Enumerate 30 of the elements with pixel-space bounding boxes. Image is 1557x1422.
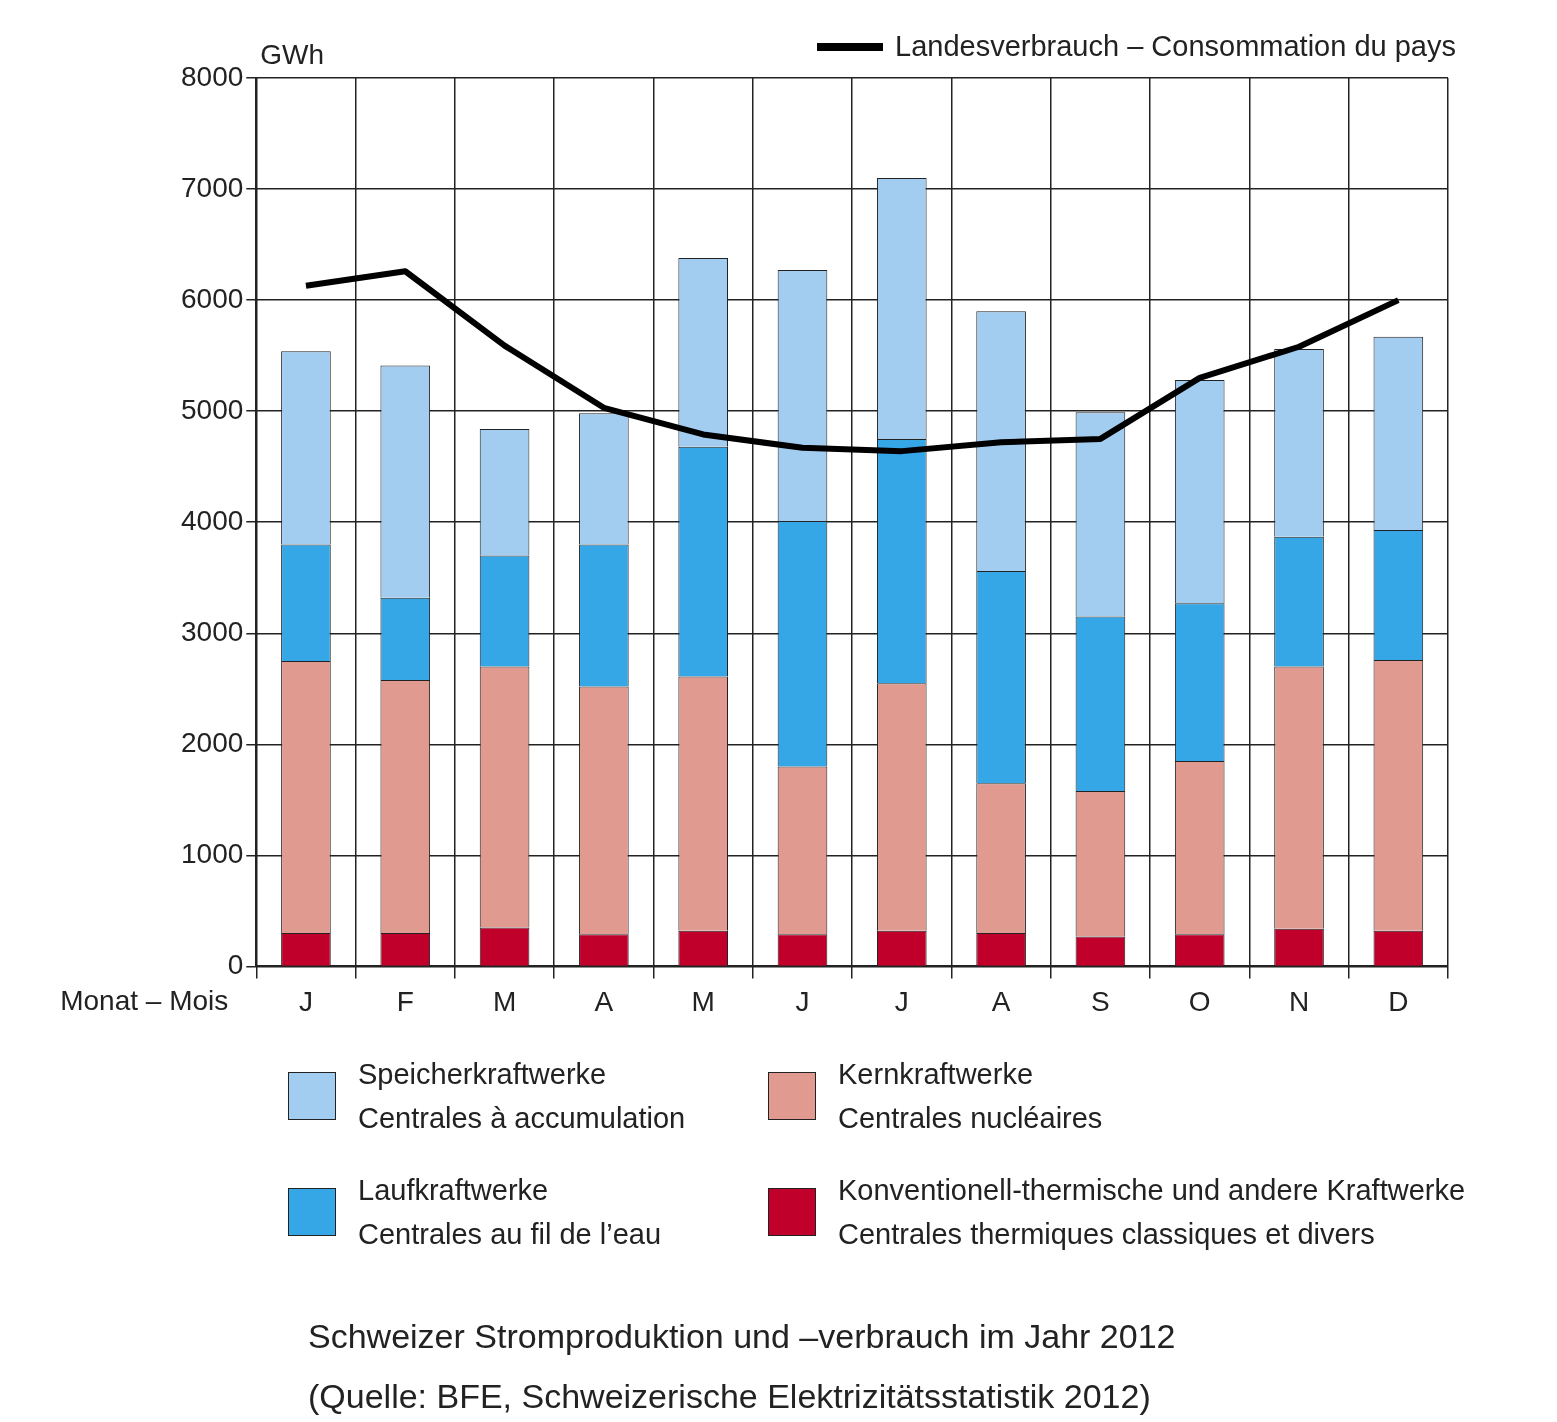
legend-label: Landesverbrauch – Consommation du pays [895, 30, 1456, 63]
y-tick-label: 4000 [180, 504, 244, 536]
x-tick-label: M [492, 985, 517, 1017]
legend-label: Kernkraftwerke Centrales nucléaires [838, 1057, 1103, 1136]
y-tick-label: 3000 [180, 615, 244, 647]
x-tick-label: F [396, 985, 414, 1017]
y-axis-title: GWh [260, 38, 325, 70]
x-tick-label: N [1288, 985, 1310, 1017]
text: (Quelle: BFE, Schweizerische Elektrizitätsstatistik 2012) [308, 1376, 1152, 1417]
text: Schweizer Stromproduktion und –verbrauch im Jahr 2012 [308, 1316, 1177, 1357]
x-tick-label: M [691, 985, 715, 1017]
x-tick-label: S [1091, 985, 1110, 1017]
x-tick-label: A [594, 985, 614, 1017]
x-tick-label: A [991, 985, 1011, 1017]
x-tick-label: J [795, 985, 810, 1017]
y-tick-label: 8000 [180, 60, 244, 92]
y-tick-label: 2000 [180, 727, 244, 759]
y-tick-label: 6000 [180, 282, 244, 314]
y-tick-label: 1000 [180, 838, 244, 870]
x-tick-label: D [1388, 985, 1409, 1017]
y-tick-label: 0 [227, 949, 244, 981]
x-tick-label: O [1188, 985, 1211, 1017]
legend-label: Speicherkraftwerke Centrales à accumulation [358, 1057, 686, 1136]
x-axis-title: Monat – Mois [60, 985, 229, 1017]
legend-label: Laufkraftwerke Centrales au fil de l’eau [358, 1173, 662, 1252]
y-tick-label: 7000 [180, 171, 244, 203]
legend-label: Konventionell-thermische und andere Kraftwerke Centrales thermiques classiques et divers [838, 1173, 1466, 1252]
x-tick-label: J [894, 985, 909, 1017]
x-tick-label: J [298, 985, 313, 1017]
y-tick-label: 5000 [180, 393, 244, 425]
